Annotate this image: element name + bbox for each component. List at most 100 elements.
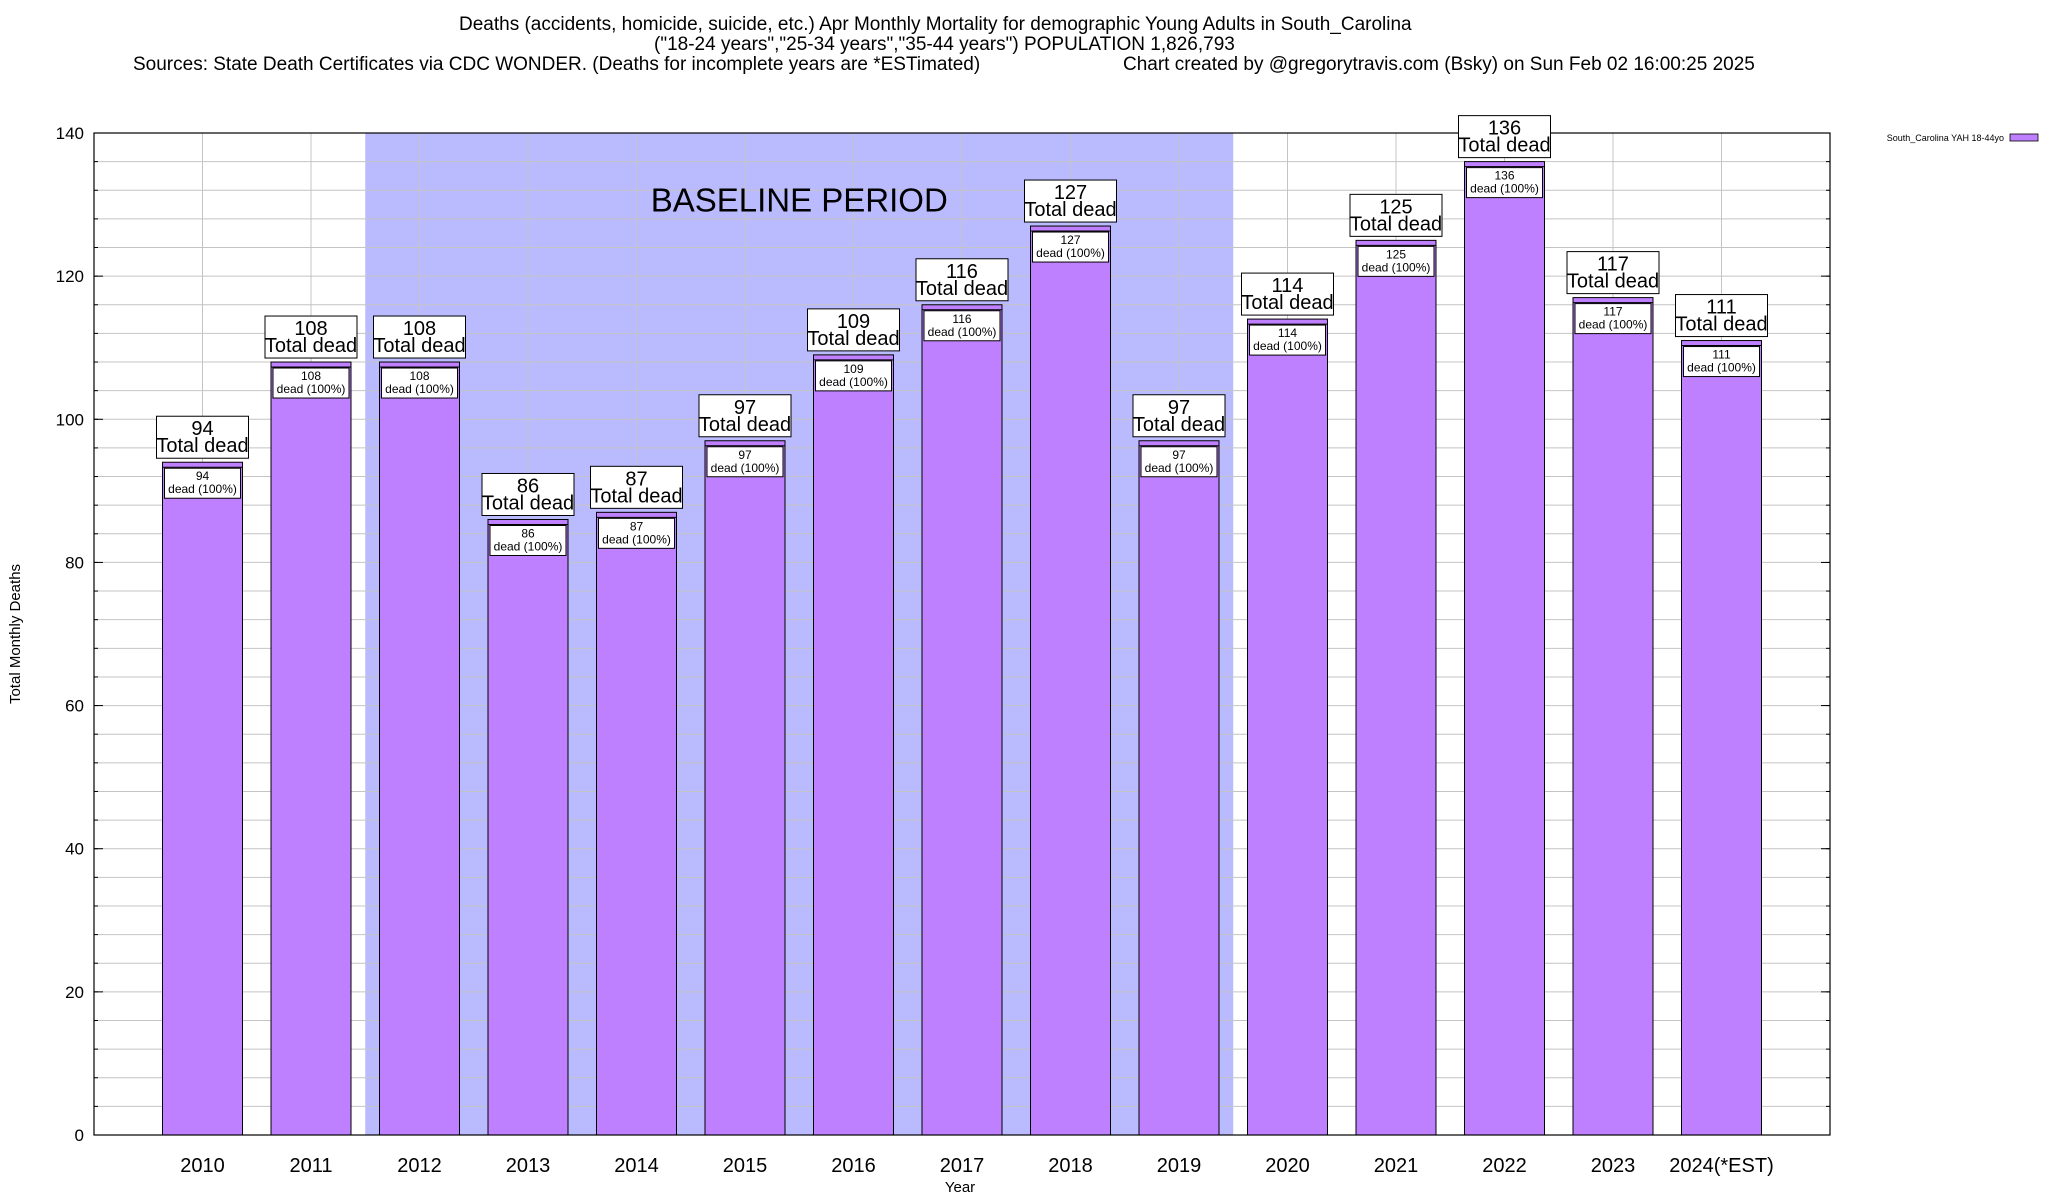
bar-inner-pct-label: dead (100%) xyxy=(1579,318,1648,332)
x-tick-label: 2014 xyxy=(614,1155,659,1177)
bar-total-value-label: 114 xyxy=(1272,275,1304,297)
bar-total-label-box xyxy=(1241,272,1334,316)
bar-inner-pct-label: dead (100%) xyxy=(1145,461,1214,475)
x-tick-label: 2018 xyxy=(1048,1155,1093,1177)
bar-total-value-label: 108 xyxy=(294,318,327,340)
bar-total-value-label: 109 xyxy=(837,311,870,333)
x-tick-label: 2013 xyxy=(506,1155,551,1177)
bar-total-value-label: 136 xyxy=(1488,118,1521,140)
bar-total-label-box xyxy=(1024,179,1117,223)
bar-total-label-box xyxy=(590,465,683,509)
chart-title: Deaths (accidents, homicide, suicide, et… xyxy=(459,14,1412,35)
bar-inner-pct-label: dead (100%) xyxy=(1687,361,1756,375)
bar-total-text-label: Total dead xyxy=(156,435,248,457)
bar-inner-value-label: 108 xyxy=(301,369,321,383)
bar-inner-value-label: 127 xyxy=(1060,233,1080,247)
bar xyxy=(704,440,786,1136)
bar-total-value-label: 116 xyxy=(946,261,978,283)
y-tick-label: 0 xyxy=(75,1126,84,1145)
bar xyxy=(596,511,677,1136)
x-tick-label: 2023 xyxy=(1591,1155,1636,1177)
bar-inner-pct-label: dead (100%) xyxy=(711,461,780,475)
bar-total-text-label: Total dead xyxy=(590,485,682,507)
bar-inner-value-label: 114 xyxy=(1278,326,1297,340)
bar-total-text-label: Total dead xyxy=(1675,314,1767,336)
bar-total-label-box xyxy=(915,258,1009,302)
bar-inner-pct-label: dead (100%) xyxy=(1253,339,1322,353)
bar xyxy=(1247,318,1328,1136)
legend-swatch xyxy=(2009,133,2039,142)
plot-frame xyxy=(93,132,1831,1136)
bar-total-text-label: Total dead xyxy=(1241,292,1333,314)
bar-total-label-box xyxy=(1132,394,1226,438)
y-tick-label: 120 xyxy=(56,267,84,286)
bar-total-value-label: 111 xyxy=(1706,297,1736,319)
bar-inner-label-box xyxy=(1466,167,1543,199)
bar-total-text-label: Total dead xyxy=(1567,271,1659,293)
bar-inner-pct-label: dead (100%) xyxy=(494,539,563,553)
bar-total-value-label: 127 xyxy=(1054,182,1087,204)
bar-total-label-box xyxy=(1458,115,1551,159)
x-tick-label: 2024(*EST) xyxy=(1669,1155,1774,1177)
bar-total-label-box xyxy=(807,308,900,352)
x-tick-label: 2022 xyxy=(1482,1155,1527,1177)
bars xyxy=(162,161,1762,1136)
bar-inner-value-label: 86 xyxy=(521,526,535,540)
bar-total-value-label: 117 xyxy=(1597,254,1629,276)
bar-total-label-box xyxy=(698,394,792,438)
bar xyxy=(921,304,1003,1136)
bar-inner-label-box xyxy=(1357,245,1435,277)
bar xyxy=(379,361,460,1136)
bar-total-label-box xyxy=(481,472,575,516)
x-tick-label: 2011 xyxy=(289,1155,332,1177)
bar xyxy=(1572,297,1654,1136)
bar-inner-value-label: 117 xyxy=(1603,305,1622,319)
chart-sources: Sources: State Death Certificates via CD… xyxy=(133,54,981,75)
y-tick-label: 40 xyxy=(65,840,84,859)
bar-inner-label-box xyxy=(1249,324,1326,356)
y-tick-label: 20 xyxy=(65,983,84,1002)
bar-inner-value-label: 116 xyxy=(952,312,971,326)
bar-inner-value-label: 125 xyxy=(1386,247,1406,261)
bar-inner-value-label: 109 xyxy=(843,362,863,376)
bar xyxy=(1464,161,1545,1136)
bar-total-value-label: 94 xyxy=(191,418,213,440)
bar-total-value-label: 97 xyxy=(1168,397,1190,419)
bar xyxy=(270,361,352,1136)
baseline-period-label: BASELINE PERIOD xyxy=(651,182,948,219)
bar-total-value-label: 87 xyxy=(625,468,647,490)
x-tick-label: 2020 xyxy=(1265,1155,1310,1177)
x-tick-label: 2019 xyxy=(1157,1155,1202,1177)
bar xyxy=(1138,440,1220,1136)
bar-inner-label-box xyxy=(381,367,458,399)
bar-total-text-label: Total dead xyxy=(916,278,1008,300)
bar-total-label-box xyxy=(264,315,358,359)
bar-total-text-label: Total dead xyxy=(1024,199,1116,221)
axes: 0 20 40 60 80 100 120 140 2010 2011 2012 2013 2014 20… xyxy=(56,124,1830,1177)
bar-inner-value-label: 94 xyxy=(196,469,210,483)
bar-total-text-label: Total dead xyxy=(482,492,574,514)
bar-inner-pct-label: dead (100%) xyxy=(928,325,997,339)
bar xyxy=(813,354,894,1136)
bar-inner-pct-label: dead (100%) xyxy=(277,382,346,396)
bar-inner-label-box xyxy=(598,517,675,549)
bar xyxy=(1681,340,1762,1136)
bar xyxy=(1030,225,1111,1136)
x-tick-label: 2021 xyxy=(1374,1155,1419,1177)
bar-total-value-label: 125 xyxy=(1379,196,1412,218)
bar-total-value-label: 86 xyxy=(517,475,539,497)
bar-total-label-box xyxy=(1349,193,1443,237)
x-tick-label: 2010 xyxy=(180,1155,225,1177)
bar-inner-label-box xyxy=(923,310,1001,342)
bar-total-value-label: 97 xyxy=(734,397,756,419)
y-tick-label: 100 xyxy=(56,410,84,429)
bar-inner-label-box xyxy=(1683,346,1760,378)
bar-inner-value-label: 136 xyxy=(1494,169,1514,183)
bar xyxy=(1355,239,1437,1136)
bar-inner-label-box xyxy=(1140,446,1218,478)
bar-total-text-label: Total dead xyxy=(1350,213,1442,235)
bar-inner-pct-label: dead (100%) xyxy=(1470,182,1539,196)
bar-inner-label-box xyxy=(164,467,241,499)
bar-inner-pct-label: dead (100%) xyxy=(819,375,888,389)
bar xyxy=(162,461,243,1136)
